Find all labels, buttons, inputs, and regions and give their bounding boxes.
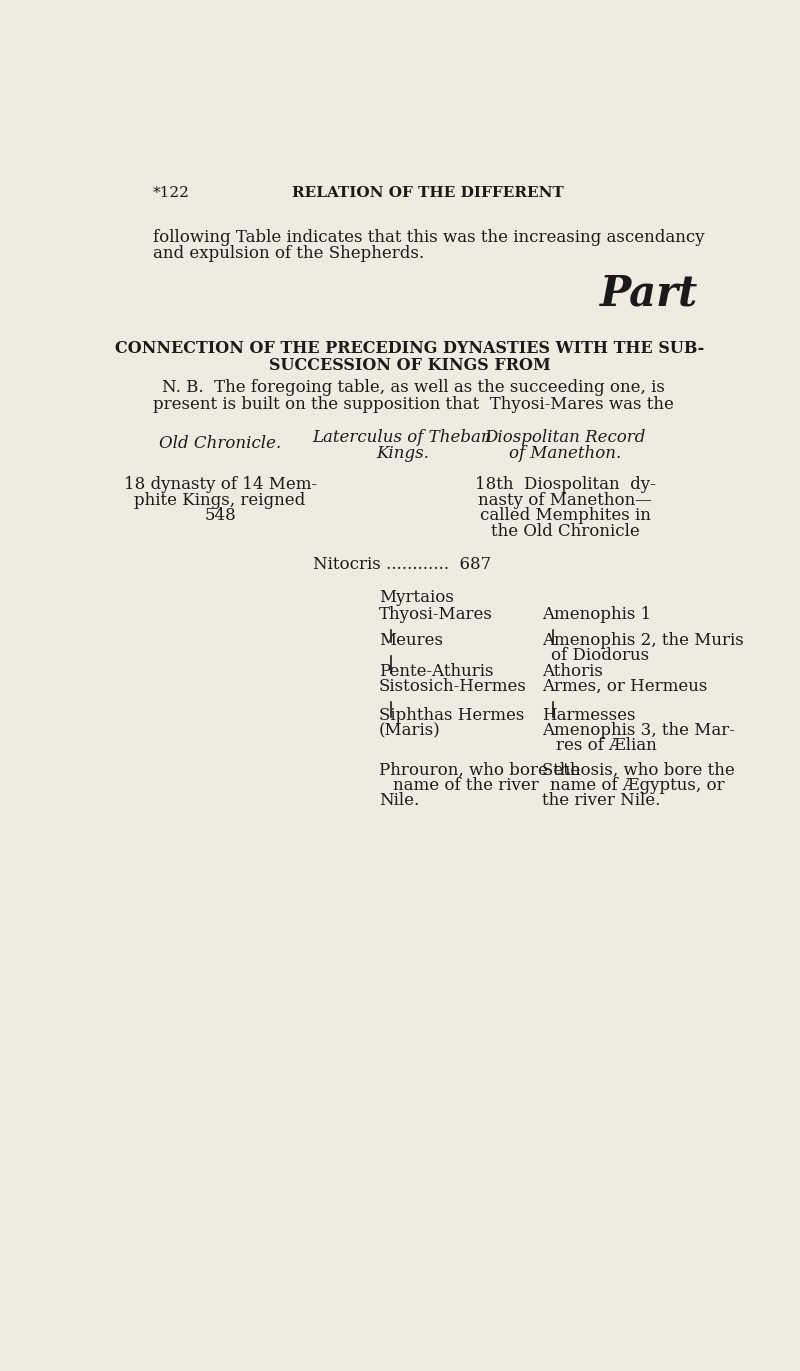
Text: called Memphites in: called Memphites in (479, 507, 650, 524)
Text: Harmesses: Harmesses (542, 706, 635, 724)
Text: Amenophis 3, the Mar-: Amenophis 3, the Mar- (542, 723, 734, 739)
Text: and expulsion of the Shepherds.: and expulsion of the Shepherds. (153, 245, 424, 262)
Text: *122: *122 (153, 186, 190, 200)
Text: following Table indicates that this was the increasing ascendancy: following Table indicates that this was … (153, 229, 704, 245)
Text: Diospolitan Record: Diospolitan Record (484, 429, 646, 446)
Text: (Maris): (Maris) (379, 723, 441, 739)
Text: Part: Part (600, 273, 698, 314)
Text: Myrtaios: Myrtaios (379, 590, 454, 606)
Text: name of the river: name of the river (393, 777, 538, 794)
Text: Nile.: Nile. (379, 792, 419, 809)
Text: Phrouron, who bore the: Phrouron, who bore the (379, 761, 580, 779)
Text: Laterculus of Theban: Laterculus of Theban (313, 429, 492, 446)
Text: Armes, or Hermeus: Armes, or Hermeus (542, 679, 707, 695)
Text: Sistosich-Hermes: Sistosich-Hermes (379, 679, 527, 695)
Text: SUCCESSION OF KINGS FROM: SUCCESSION OF KINGS FROM (269, 356, 551, 374)
Text: the river Nile.: the river Nile. (542, 792, 660, 809)
Text: Pente-Athuris: Pente-Athuris (379, 662, 494, 680)
Text: Old Chronicle.: Old Chronicle. (159, 435, 282, 452)
Text: RELATION OF THE DIFFERENT: RELATION OF THE DIFFERENT (292, 186, 564, 200)
Text: Kings.: Kings. (376, 446, 429, 462)
Text: N. B.  The foregoing table, as well as the succeeding one, is: N. B. The foregoing table, as well as th… (162, 380, 665, 396)
Text: 548: 548 (204, 507, 236, 524)
Text: Amenophis 2, the Muris: Amenophis 2, the Muris (542, 632, 743, 648)
Text: 18 dynasty of 14 Mem-: 18 dynasty of 14 Mem- (123, 477, 317, 494)
Text: phite Kings, reigned: phite Kings, reigned (134, 492, 306, 509)
Text: name of Ægyptus, or: name of Ægyptus, or (550, 777, 724, 794)
Text: Meures: Meures (379, 632, 443, 648)
Text: Sethosis, who bore the: Sethosis, who bore the (542, 761, 734, 779)
Text: nasty of Manethon—: nasty of Manethon— (478, 492, 652, 509)
Text: 18th  Diospolitan  dy-: 18th Diospolitan dy- (474, 477, 655, 494)
Text: CONNECTION OF THE PRECEDING DYNASTIES WITH THE SUB-: CONNECTION OF THE PRECEDING DYNASTIES WI… (115, 340, 705, 356)
Text: the Old Chronicle: the Old Chronicle (490, 522, 639, 540)
Text: present is built on the supposition that  Thyosi-Mares was the: present is built on the supposition that… (153, 396, 674, 414)
Text: Nitocris ............  687: Nitocris ............ 687 (313, 555, 491, 573)
Text: Thyosi-Mares: Thyosi-Mares (379, 606, 493, 622)
Text: res of Ælian: res of Ælian (556, 738, 657, 754)
Text: of Manethon.: of Manethon. (509, 446, 621, 462)
Text: Athoris: Athoris (542, 662, 602, 680)
Text: of Diodorus: of Diodorus (551, 647, 649, 665)
Text: Siphthas Hermes: Siphthas Hermes (379, 706, 524, 724)
Text: Amenophis 1: Amenophis 1 (542, 606, 651, 622)
